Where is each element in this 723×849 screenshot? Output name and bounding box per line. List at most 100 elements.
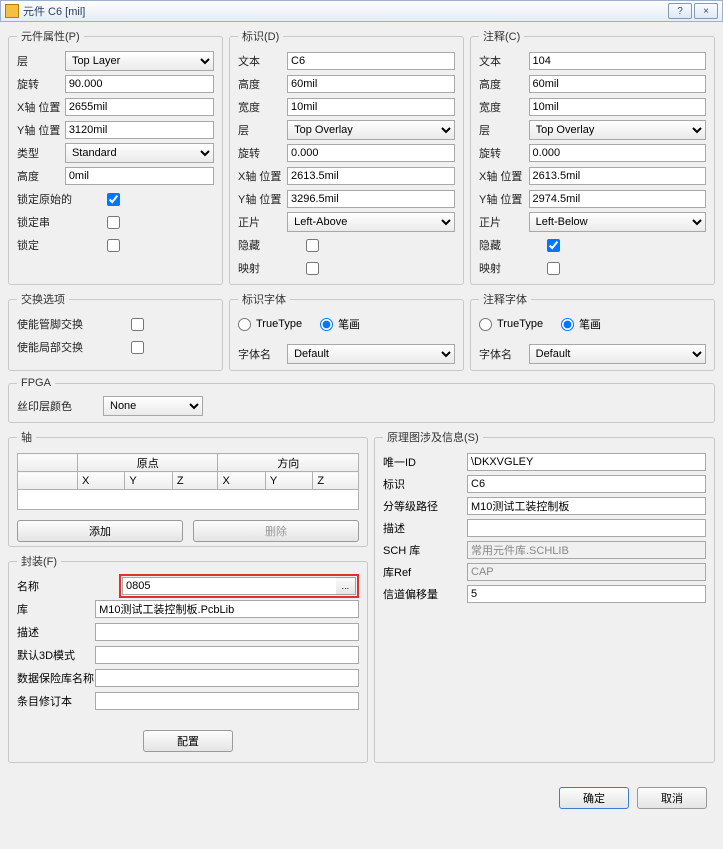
hier-label: 分等级路径 — [383, 498, 467, 514]
part-swap-checkbox[interactable] — [131, 341, 144, 354]
layer-select[interactable]: Top Layer — [65, 51, 214, 71]
hide-label: 隐藏 — [238, 237, 302, 253]
part-swap-label: 使能局部交换 — [17, 339, 127, 355]
fp-lib-input[interactable] — [95, 600, 359, 618]
width-label: 宽度 — [238, 99, 287, 115]
desig-layer-select[interactable]: Top Overlay — [287, 120, 455, 140]
sch-desig-label: 标识 — [383, 476, 467, 492]
fp-browse-button[interactable]: ... — [336, 577, 356, 595]
lockprim-checkbox[interactable] — [107, 193, 120, 206]
comm-text-input[interactable] — [529, 52, 706, 70]
x-label: X轴 位置 — [479, 168, 529, 184]
comm-just-select[interactable]: Left-Below — [529, 212, 706, 232]
desig-stroke-radio[interactable] — [320, 318, 333, 331]
chan-label: 信道偏移量 — [383, 586, 467, 602]
sch-desig-input — [467, 475, 706, 493]
schlib-label: SCH 库 — [383, 542, 467, 558]
help-button[interactable]: ? — [668, 3, 692, 19]
fpga-group: FPGA 丝印层颜色 None — [8, 377, 715, 423]
fp-vault-label: 数据保险库名称 — [17, 670, 95, 686]
comm-y-input[interactable] — [529, 190, 706, 208]
origin-header: 原点 — [78, 454, 218, 472]
desig-stroke-radio-label[interactable]: 笔画 — [320, 316, 360, 332]
dialog-footer: 确定 取消 — [0, 777, 723, 823]
height-label: 高度 — [17, 168, 65, 184]
libref-input — [467, 563, 706, 581]
comm-x-input[interactable] — [529, 167, 706, 185]
comm-width-input[interactable] — [529, 98, 706, 116]
fp-3d-input[interactable] — [95, 646, 359, 664]
y-label: Y轴 位置 — [238, 191, 287, 207]
fp-lib-label: 库 — [17, 601, 95, 617]
hier-input — [467, 497, 706, 515]
y-label: Y轴 位置 — [479, 191, 529, 207]
desig-font-select[interactable]: Default — [287, 344, 455, 364]
font-name-label: 字体名 — [238, 346, 287, 362]
comm-font-select[interactable]: Default — [529, 344, 706, 364]
comm-layer-select[interactable]: Top Overlay — [529, 120, 706, 140]
desig-width-input[interactable] — [287, 98, 455, 116]
comm-tt-radio-label[interactable]: TrueType — [479, 318, 543, 331]
silk-select[interactable]: None — [103, 396, 203, 416]
add-axis-button[interactable]: 添加 — [17, 520, 183, 542]
libref-label: 库Ref — [383, 564, 467, 580]
swap-group: 交换选项 使能管脚交换 使能局部交换 — [8, 291, 223, 371]
desig-rot-input[interactable] — [287, 144, 455, 162]
desig-tt-radio[interactable] — [238, 318, 251, 331]
desig-x-input[interactable] — [287, 167, 455, 185]
comm-mirror-checkbox[interactable] — [547, 262, 560, 275]
type-label: 类型 — [17, 145, 65, 161]
fp-rev-input[interactable] — [95, 692, 359, 710]
xpos-input[interactable] — [65, 98, 214, 116]
ypos-label: Y轴 位置 — [17, 122, 65, 138]
comm-height-input[interactable] — [529, 75, 706, 93]
component-properties-group: 元件属性(P) 层 Top Layer 旋转 X轴 位置 Y轴 位置 类型 St… — [8, 28, 223, 285]
desig-mirror-checkbox[interactable] — [306, 262, 319, 275]
sch-desc-input — [467, 519, 706, 537]
ypos-input[interactable] — [65, 121, 214, 139]
comm-stroke-radio[interactable] — [561, 318, 574, 331]
type-select[interactable]: Standard — [65, 143, 214, 163]
pin-swap-checkbox[interactable] — [131, 318, 144, 331]
cancel-button[interactable]: 取消 — [637, 787, 707, 809]
config-button[interactable]: 配置 — [143, 730, 233, 752]
comm-tt-radio[interactable] — [479, 318, 492, 331]
app-icon — [5, 4, 19, 18]
height-input[interactable] — [65, 167, 214, 185]
desig-height-input[interactable] — [287, 75, 455, 93]
group-legend: 原理图涉及信息(S) — [383, 429, 483, 445]
fp-name-input[interactable] — [122, 577, 336, 595]
desig-hide-checkbox[interactable] — [306, 239, 319, 252]
ok-button[interactable]: 确定 — [559, 787, 629, 809]
comm-hide-checkbox[interactable] — [547, 239, 560, 252]
fp-vault-input[interactable] — [95, 669, 359, 687]
fp-desc-input[interactable] — [95, 623, 359, 641]
layer-label: 层 — [479, 122, 529, 138]
desig-y-input[interactable] — [287, 190, 455, 208]
rotation-input[interactable] — [65, 75, 214, 93]
designator-group: 标识(D) 文本 高度 宽度 层 Top Overlay 旋转 X轴 位置 Y轴… — [229, 28, 464, 285]
lockprim-label: 锁定原始的 — [17, 191, 103, 207]
close-button[interactable]: × — [694, 3, 718, 19]
group-legend: 标识字体 — [238, 291, 290, 307]
mirror-label: 映射 — [479, 260, 543, 276]
desig-just-select[interactable]: Left-Above — [287, 212, 455, 232]
footprint-group: 封装(F) 名称 ... 库 描述 默认3D模式 数据保险库名称 条目修订本 配… — [8, 553, 368, 763]
comm-rot-input[interactable] — [529, 144, 706, 162]
fp-desc-label: 描述 — [17, 624, 95, 640]
height-label: 高度 — [238, 76, 287, 92]
layer-label: 层 — [17, 53, 65, 69]
group-legend: FPGA — [17, 377, 55, 389]
lockstr-checkbox[interactable] — [107, 216, 120, 229]
desig-tt-radio-label[interactable]: TrueType — [238, 318, 302, 331]
rot-label: 旋转 — [238, 145, 287, 161]
comm-stroke-radio-label[interactable]: 笔画 — [561, 316, 601, 332]
lock-checkbox[interactable] — [107, 239, 120, 252]
group-legend: 标识(D) — [238, 28, 283, 44]
silk-label: 丝印层颜色 — [17, 398, 103, 414]
layer-label: 层 — [238, 122, 287, 138]
desig-text-input[interactable] — [287, 52, 455, 70]
window-title: 元件 C6 [mil] — [23, 3, 85, 19]
xpos-label: X轴 位置 — [17, 99, 65, 115]
comm-font-group: 注释字体 TrueType 笔画 字体名 Default — [470, 291, 715, 371]
